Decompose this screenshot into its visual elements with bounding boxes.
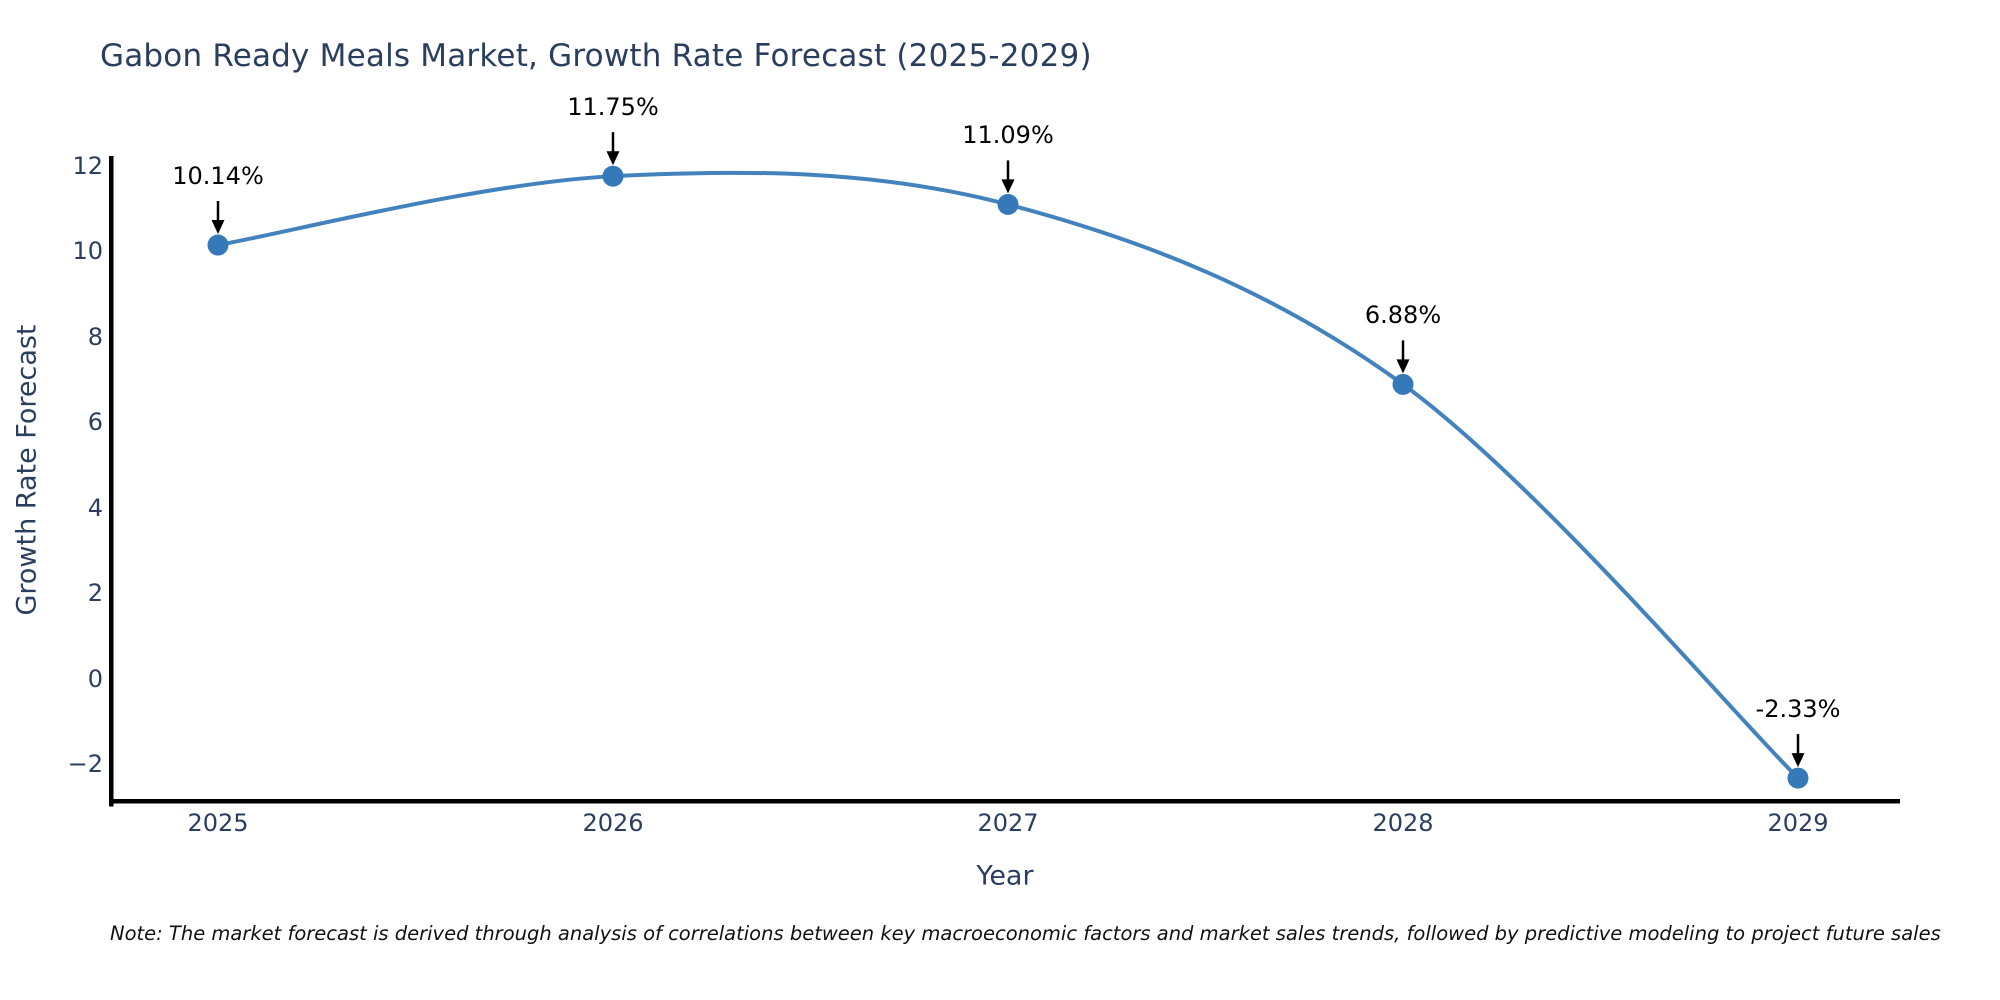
y-tick-label: 0 bbox=[87, 664, 103, 693]
x-tick-label-2026: 2026 bbox=[582, 809, 644, 837]
x-axis-spine bbox=[109, 799, 1900, 804]
annotation-arrowhead bbox=[211, 220, 225, 235]
series-line bbox=[216, 170, 1800, 781]
annotation-arrowhead bbox=[606, 151, 620, 166]
y-tick-label: 12 bbox=[72, 151, 103, 180]
data-point-2025[interactable] bbox=[207, 234, 229, 256]
data-point-2029[interactable] bbox=[1787, 767, 1809, 789]
x-tick-label-2029: 2029 bbox=[1767, 809, 1829, 837]
annotation-arrowhead bbox=[1791, 753, 1805, 768]
annotation-arrowhead bbox=[1396, 359, 1410, 374]
annotation-label-2028: 6.88% bbox=[1364, 301, 1442, 330]
x-tick-label-2025: 2025 bbox=[187, 809, 249, 837]
y-axis-spine bbox=[109, 156, 114, 807]
y-tick-label: 6 bbox=[87, 408, 103, 436]
data-point-2028[interactable] bbox=[1392, 373, 1414, 395]
y-tick-label: −2 bbox=[67, 750, 103, 778]
y-tick-label: 4 bbox=[87, 493, 103, 522]
x-tick-label-2027: 2027 bbox=[977, 809, 1039, 837]
data-point-2026[interactable] bbox=[602, 165, 624, 187]
y-tick-label: 10 bbox=[72, 237, 103, 265]
x-axis-title: Year bbox=[976, 860, 1034, 892]
footnote: Note: The market forecast is derived thr… bbox=[110, 922, 1941, 945]
annotation-label-2026: 11.75% bbox=[567, 93, 659, 122]
chart-title: Gabon Ready Meals Market, Growth Rate Fo… bbox=[100, 38, 1092, 74]
annotation-label-2027: 11.09% bbox=[962, 121, 1054, 150]
y-tick-label: 2 bbox=[87, 579, 103, 607]
annotation-label-2025: 10.14% bbox=[172, 162, 264, 190]
x-tick-label-2028: 2028 bbox=[1372, 809, 1434, 837]
annotation-arrowhead bbox=[1001, 179, 1015, 194]
annotation-label-2029: -2.33% bbox=[1755, 695, 1841, 724]
y-tick-label: 8 bbox=[87, 322, 103, 351]
data-point-2027[interactable] bbox=[997, 193, 1019, 215]
